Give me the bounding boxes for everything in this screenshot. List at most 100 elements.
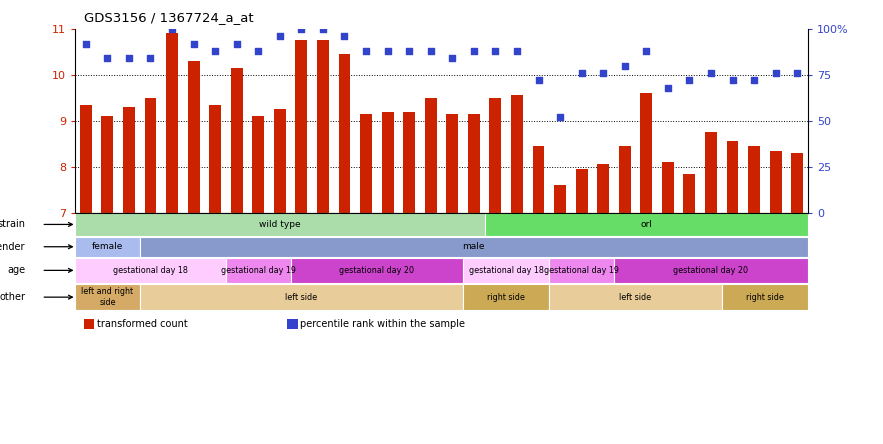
- Bar: [446, 114, 458, 213]
- Point: [186, 40, 200, 47]
- Text: age: age: [7, 266, 26, 275]
- Point: [424, 48, 438, 55]
- Point: [532, 77, 546, 84]
- Bar: [683, 174, 695, 213]
- Text: gestational day 19: gestational day 19: [544, 266, 619, 275]
- Point: [101, 55, 115, 62]
- Bar: [317, 40, 328, 213]
- Bar: [226, 258, 291, 283]
- Text: gestational day 18: gestational day 18: [113, 266, 188, 275]
- Text: male: male: [463, 242, 485, 251]
- Bar: [549, 258, 614, 283]
- Point: [165, 25, 179, 32]
- Point: [230, 40, 244, 47]
- Bar: [102, 116, 113, 213]
- Bar: [640, 93, 653, 213]
- Bar: [291, 258, 463, 283]
- Point: [143, 55, 157, 62]
- Point: [553, 114, 567, 121]
- Bar: [75, 284, 140, 310]
- Point: [252, 48, 266, 55]
- Point: [122, 55, 136, 62]
- Point: [316, 25, 330, 32]
- Point: [575, 69, 589, 76]
- Bar: [338, 54, 351, 213]
- Bar: [468, 114, 479, 213]
- Point: [273, 33, 287, 40]
- Point: [445, 55, 459, 62]
- Bar: [360, 114, 372, 213]
- Bar: [549, 284, 721, 310]
- Bar: [576, 169, 587, 213]
- Bar: [79, 105, 92, 213]
- Point: [337, 33, 351, 40]
- Bar: [770, 151, 781, 213]
- Bar: [485, 213, 808, 236]
- Bar: [404, 111, 415, 213]
- Point: [726, 77, 740, 84]
- Text: left side: left side: [285, 293, 318, 301]
- Point: [639, 48, 653, 55]
- Bar: [705, 132, 717, 213]
- Point: [488, 48, 502, 55]
- Bar: [75, 237, 140, 257]
- Point: [660, 84, 675, 91]
- Bar: [463, 284, 549, 310]
- Text: female: female: [92, 242, 123, 251]
- Point: [79, 40, 93, 47]
- Text: strain: strain: [0, 219, 26, 230]
- Bar: [188, 61, 200, 213]
- Text: left side: left side: [620, 293, 652, 301]
- Bar: [75, 258, 226, 283]
- Text: right side: right side: [487, 293, 525, 301]
- Point: [683, 77, 697, 84]
- Bar: [230, 68, 243, 213]
- Point: [618, 62, 632, 69]
- Text: gender: gender: [0, 242, 26, 252]
- Text: percentile rank within the sample: percentile rank within the sample: [300, 319, 465, 329]
- Bar: [75, 213, 485, 236]
- Bar: [489, 98, 502, 213]
- Bar: [791, 153, 804, 213]
- Text: gestational day 18: gestational day 18: [469, 266, 544, 275]
- Bar: [619, 146, 630, 213]
- Bar: [662, 162, 674, 213]
- Bar: [721, 284, 808, 310]
- Bar: [748, 146, 760, 213]
- Point: [381, 48, 395, 55]
- Point: [208, 48, 223, 55]
- Point: [790, 69, 804, 76]
- Bar: [296, 40, 307, 213]
- Bar: [140, 284, 463, 310]
- Bar: [381, 111, 394, 213]
- Point: [509, 48, 524, 55]
- Bar: [511, 95, 523, 213]
- Point: [402, 48, 416, 55]
- Text: orl: orl: [640, 220, 653, 229]
- Bar: [463, 258, 549, 283]
- Bar: [727, 141, 738, 213]
- Bar: [614, 258, 808, 283]
- Text: gestational day 19: gestational day 19: [221, 266, 296, 275]
- Text: transformed count: transformed count: [97, 319, 188, 329]
- Bar: [209, 105, 221, 213]
- Bar: [253, 116, 264, 213]
- Bar: [555, 185, 566, 213]
- Text: left and right
side: left and right side: [81, 287, 133, 307]
- Point: [359, 48, 374, 55]
- Text: other: other: [0, 292, 26, 302]
- Bar: [166, 33, 178, 213]
- Bar: [123, 107, 135, 213]
- Bar: [597, 164, 609, 213]
- Point: [294, 25, 308, 32]
- Text: gestational day 20: gestational day 20: [674, 266, 749, 275]
- Text: right side: right side: [746, 293, 784, 301]
- Point: [768, 69, 782, 76]
- Point: [704, 69, 718, 76]
- Point: [596, 69, 610, 76]
- Point: [467, 48, 481, 55]
- Text: gestational day 20: gestational day 20: [339, 266, 414, 275]
- Bar: [532, 146, 545, 213]
- Text: GDS3156 / 1367724_a_at: GDS3156 / 1367724_a_at: [84, 12, 253, 24]
- Bar: [425, 98, 437, 213]
